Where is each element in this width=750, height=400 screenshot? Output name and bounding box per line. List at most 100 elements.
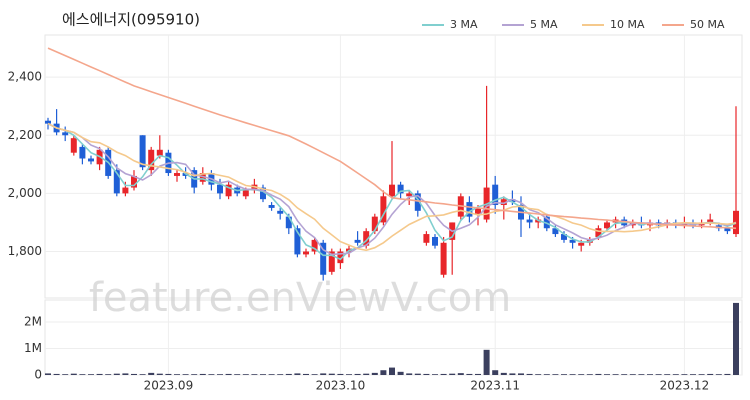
volume-bar <box>96 373 103 375</box>
watermark: feature.enViewV.com <box>89 275 511 321</box>
volume-bar <box>629 374 636 375</box>
volume-bar <box>242 374 249 375</box>
volume-bar <box>604 374 610 375</box>
volume-bar <box>251 374 258 375</box>
candle-body <box>294 228 301 255</box>
volume-bar <box>182 374 189 375</box>
volume-bar <box>62 374 69 375</box>
candle-body <box>260 187 266 200</box>
volume-bar <box>586 374 593 375</box>
candle-body <box>328 251 335 272</box>
volume-bar <box>53 373 60 375</box>
candle-body <box>423 234 430 243</box>
ma-line <box>47 47 737 230</box>
volume-bar <box>707 373 714 375</box>
candle-body <box>242 190 249 197</box>
volume-bar <box>655 374 662 375</box>
volume-bar <box>612 374 619 375</box>
volume-bar <box>311 374 318 375</box>
volume-bar <box>715 374 722 375</box>
candle-body <box>217 184 223 194</box>
volume-bar <box>552 374 559 375</box>
candle-body <box>199 173 206 182</box>
candle-body <box>225 184 232 197</box>
volume-bar <box>208 374 215 375</box>
candle-body <box>285 216 292 229</box>
volume-bar <box>526 373 533 375</box>
candle-body <box>707 219 714 223</box>
y-tick-label: 2,200 <box>8 128 42 142</box>
candle-body <box>406 193 413 197</box>
volume-bar <box>518 373 524 375</box>
volume-bar <box>354 373 361 375</box>
volume-bar <box>664 374 671 375</box>
candle-body <box>475 207 481 214</box>
volume-bar <box>457 373 464 375</box>
candle-body <box>440 242 447 275</box>
y-tick-label: 1M <box>24 341 42 355</box>
volume-bar <box>397 371 404 375</box>
candle-body <box>380 196 387 223</box>
candle-body <box>311 239 318 252</box>
volume-bar <box>320 373 327 375</box>
volume-bar <box>337 373 344 375</box>
y-tick-label: 0 <box>34 368 42 382</box>
chart-title: 에스에너지(095910) <box>62 11 200 29</box>
volume-bar <box>105 374 112 375</box>
candle-body <box>251 184 258 191</box>
volume-bar <box>156 373 163 375</box>
legend-label: 50 MA <box>690 18 725 31</box>
volume-bar <box>432 374 438 375</box>
volume-bar <box>88 374 94 375</box>
volume-bar <box>509 373 516 375</box>
volume-bar <box>578 374 585 375</box>
candle-body <box>569 239 576 243</box>
volume-bar <box>690 374 696 375</box>
candle-body <box>88 158 94 162</box>
volume-bar <box>535 374 542 375</box>
ma-line <box>47 122 737 252</box>
candle-body <box>578 242 585 246</box>
candle-body <box>337 251 344 264</box>
x-tick-label: 2023.10 <box>316 379 366 393</box>
volume-bar <box>328 373 335 375</box>
volume-bar <box>131 373 137 375</box>
volume-bar <box>672 374 679 375</box>
legend-label: 5 MA <box>530 18 558 31</box>
x-tick-label: 2023.12 <box>660 379 710 393</box>
candle-body <box>363 231 370 246</box>
volume-bar <box>165 373 172 375</box>
candle-body <box>561 234 567 240</box>
volume-bar <box>371 372 378 375</box>
volume-bar <box>70 373 77 375</box>
volume-bar <box>647 374 653 375</box>
volume-bar <box>285 373 292 375</box>
candle-body <box>397 184 404 194</box>
legend-label: 3 MA <box>450 18 478 31</box>
volume-bar <box>363 373 370 375</box>
volume-bar <box>113 373 120 375</box>
volume-bar <box>199 373 206 375</box>
volume-bar <box>492 370 499 375</box>
volume-bar <box>466 373 473 375</box>
x-tick-label: 2023.11 <box>470 379 520 393</box>
candle-body <box>148 149 155 171</box>
volume-bar <box>621 374 628 375</box>
candle-body <box>131 175 137 188</box>
candle-body <box>156 149 163 156</box>
candle-body <box>113 170 120 194</box>
y-tick-label: 2,000 <box>8 186 42 200</box>
ma-line <box>47 122 737 261</box>
ma-line <box>47 122 737 256</box>
candle-body <box>303 251 309 255</box>
volume-bar <box>440 373 447 375</box>
candle-body <box>174 173 180 176</box>
volume-bar <box>45 373 51 375</box>
volume-bar <box>294 373 301 375</box>
volume-bar <box>569 374 576 375</box>
volume-bar <box>174 374 180 375</box>
candle-body <box>139 135 146 168</box>
candle-body <box>268 205 275 208</box>
